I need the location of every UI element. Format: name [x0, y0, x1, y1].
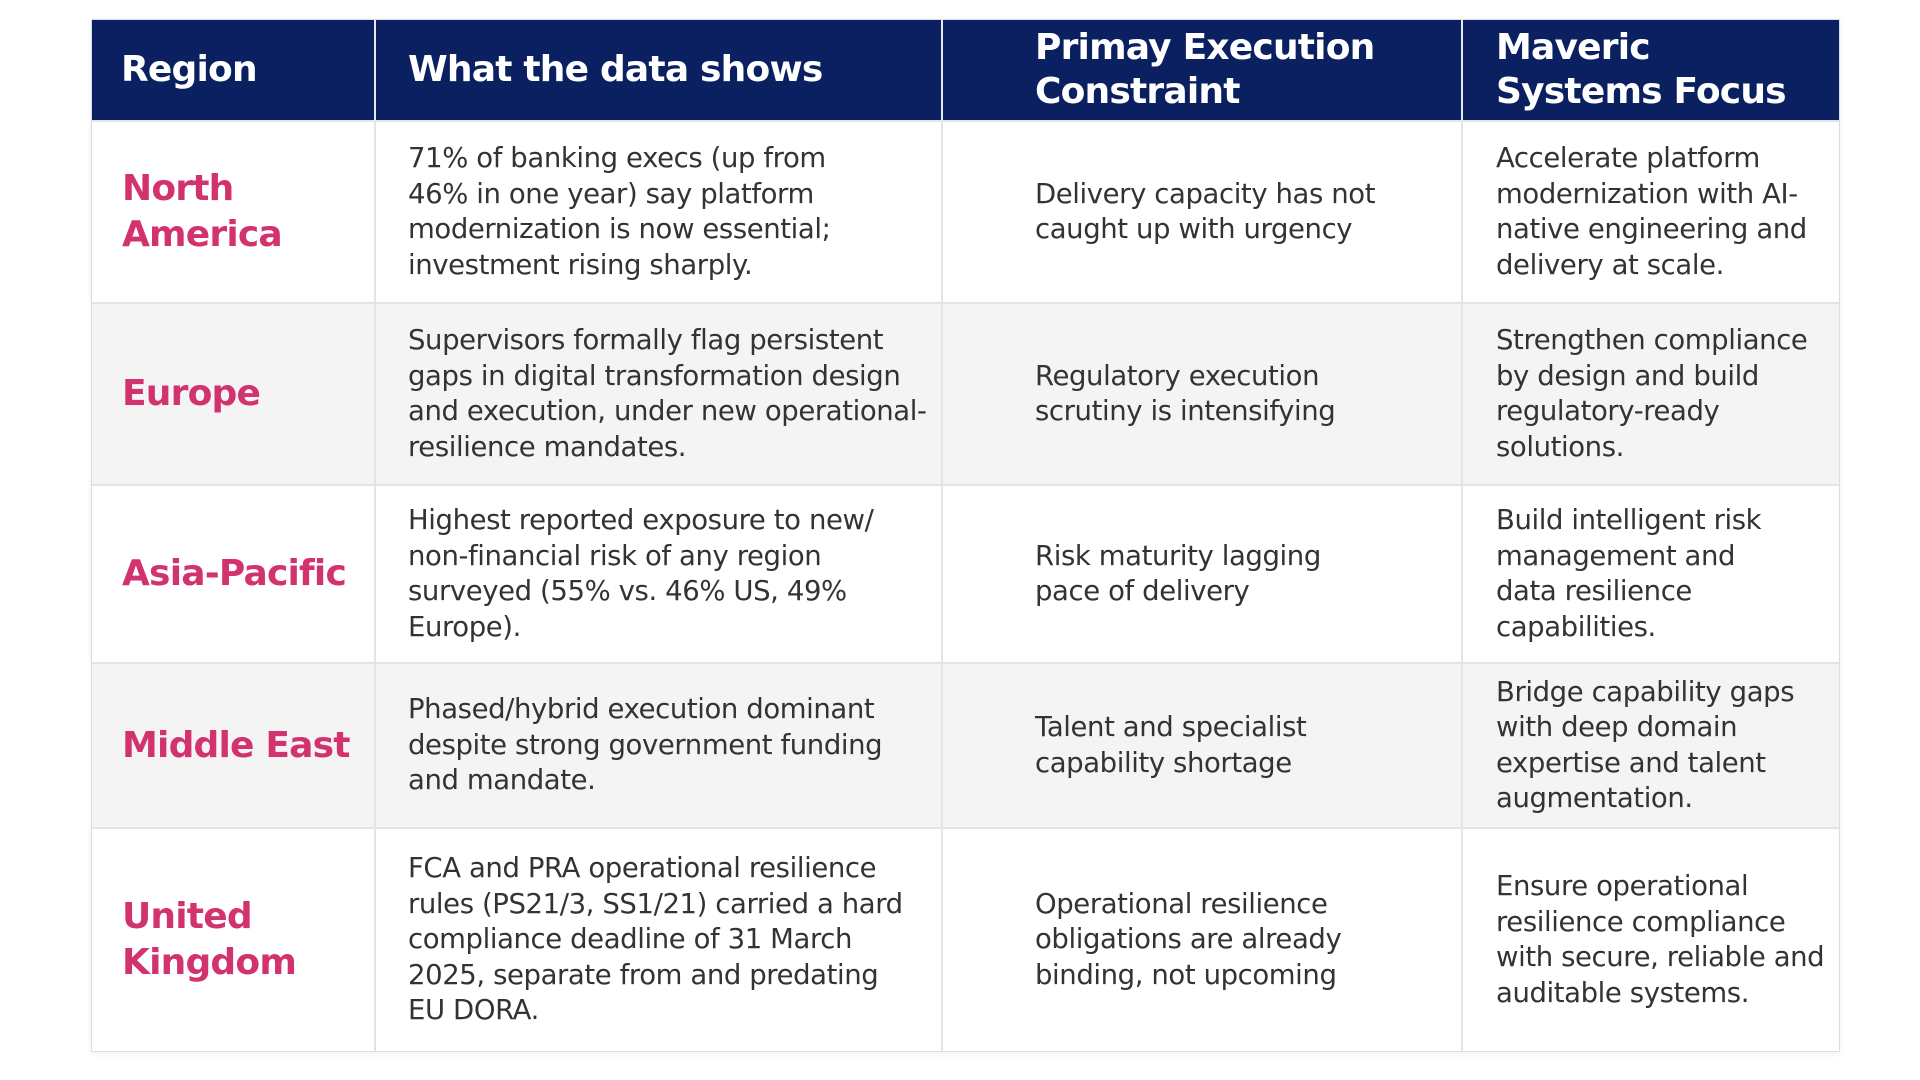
header-execution-constraint: Primay Execution Constraint: [942, 20, 1463, 121]
data-cell: Highest reported exposure to new/ non-fi…: [375, 484, 943, 663]
region-label: Asia-Pacific: [122, 553, 347, 594]
constraint-cell: Operational resilience obligations are a…: [942, 827, 1463, 1051]
region-cell: Asia-Pacific: [92, 484, 376, 663]
header-data-shows: What the data shows: [375, 20, 943, 121]
data-text: FCA and PRA operational resilience rules…: [408, 852, 903, 1027]
region-label: Middle East: [122, 724, 351, 766]
region-cell: United Kingdom: [92, 827, 376, 1051]
region-label: North America: [122, 168, 283, 255]
comparison-table-container: Region What the data shows Primay Execut…: [91, 19, 1840, 1052]
constraint-cell: Talent and specialist capability shortag…: [942, 662, 1463, 828]
focus-cell: Accelerate platform modernization with A…: [1462, 120, 1839, 303]
focus-text: Build intelligent risk management and da…: [1496, 504, 1762, 643]
constraint-text: Operational resilience obligations are a…: [1035, 887, 1342, 991]
data-text: Supervisors formally flag persistent gap…: [408, 324, 927, 463]
table-row: Asia-Pacific Highest reported exposure t…: [92, 484, 1839, 663]
header-row: Region What the data shows Primay Execut…: [92, 20, 1839, 121]
region-label: Europe: [122, 373, 261, 414]
focus-text: Ensure operational resilience compliance…: [1496, 870, 1825, 1009]
constraint-cell: Regulatory execution scrutiny is intensi…: [942, 302, 1463, 485]
constraint-text: Delivery capacity has not caught up with…: [1035, 177, 1376, 246]
table-row: Middle East Phased/hybrid execution domi…: [92, 662, 1839, 828]
focus-cell: Strengthen compliance by design and buil…: [1462, 302, 1839, 485]
region-label: United Kingdom: [122, 896, 297, 983]
table-row: North America 71% of banking execs (up f…: [92, 120, 1839, 303]
table-row: Europe Supervisors formally flag persist…: [92, 302, 1839, 485]
data-text: Phased/hybrid execution dominant despite…: [408, 693, 883, 797]
focus-cell: Bridge capability gaps with deep domain …: [1462, 662, 1839, 828]
data-cell: Supervisors formally flag persistent gap…: [375, 302, 943, 485]
data-text: Highest reported exposure to new/ non-fi…: [408, 504, 874, 643]
region-cell: Middle East: [92, 662, 376, 828]
constraint-cell: Delivery capacity has not caught up with…: [942, 120, 1463, 303]
header-maveric-focus: Maveric Systems Focus: [1462, 20, 1839, 121]
focus-text: Accelerate platform modernization with A…: [1496, 142, 1807, 281]
region-cell: Europe: [92, 302, 376, 485]
data-cell: Phased/hybrid execution dominant despite…: [375, 662, 943, 828]
constraint-text: Talent and specialist capability shortag…: [1035, 711, 1307, 779]
data-cell: FCA and PRA operational resilience rules…: [375, 827, 943, 1051]
focus-text: Strengthen compliance by design and buil…: [1496, 324, 1808, 463]
focus-cell: Build intelligent risk management and da…: [1462, 484, 1839, 663]
constraint-cell: Risk maturity lagging pace of delivery: [942, 484, 1463, 663]
focus-cell: Ensure operational resilience compliance…: [1462, 827, 1839, 1051]
region-comparison-table: Region What the data shows Primay Execut…: [92, 20, 1839, 1051]
table-header: Region What the data shows Primay Execut…: [92, 20, 1839, 121]
data-text: 71% of banking execs (up from 46% in one…: [408, 142, 831, 281]
table-body: North America 71% of banking execs (up f…: [92, 120, 1839, 1051]
constraint-text: Risk maturity lagging pace of delivery: [1035, 539, 1321, 608]
table-row: United Kingdom FCA and PRA operational r…: [92, 827, 1839, 1051]
focus-text: Bridge capability gaps with deep domain …: [1496, 675, 1795, 815]
constraint-text: Regulatory execution scrutiny is intensi…: [1035, 359, 1336, 428]
header-region: Region: [92, 20, 376, 121]
region-cell: North America: [92, 120, 376, 303]
data-cell: 71% of banking execs (up from 46% in one…: [375, 120, 943, 303]
